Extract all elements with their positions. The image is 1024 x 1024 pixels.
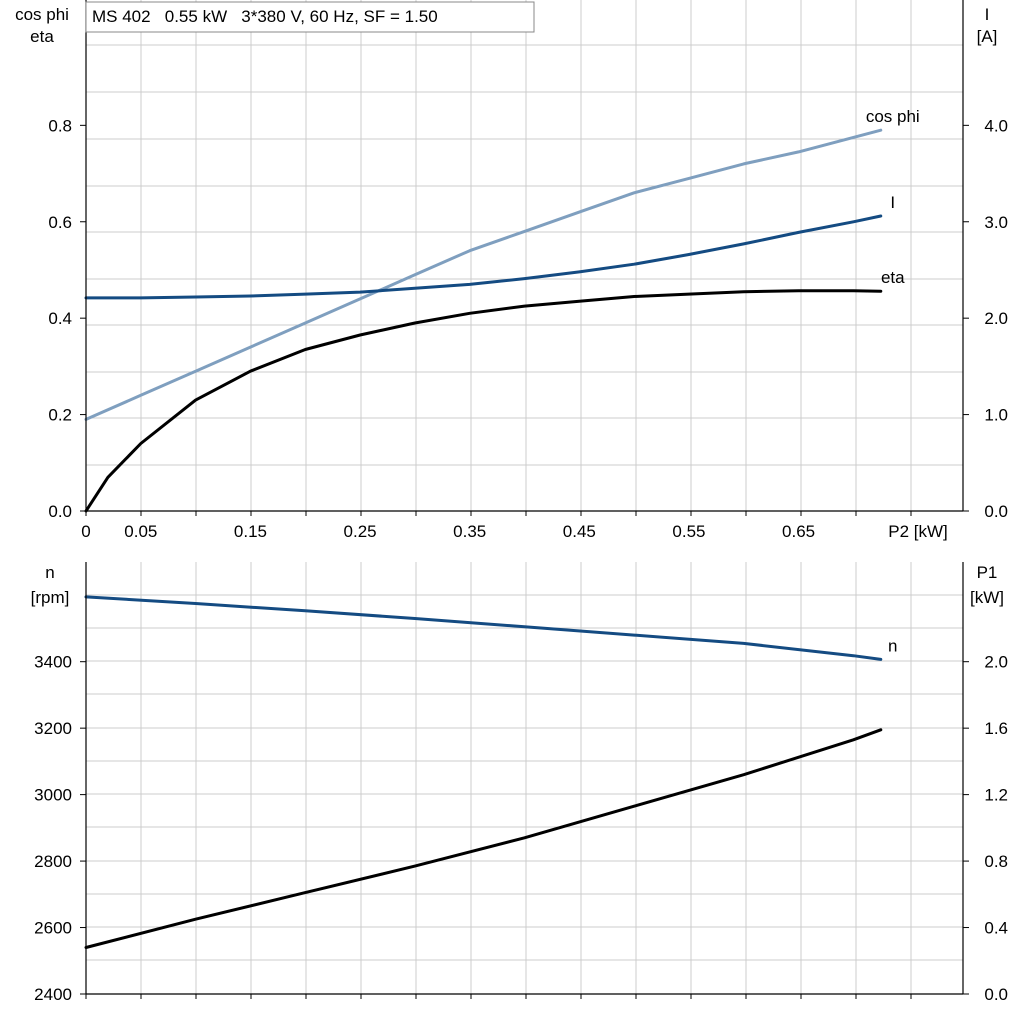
- left-tick-label: 2600: [34, 919, 72, 938]
- x-tick-label: 0.55: [672, 522, 705, 541]
- series-label: n: [888, 636, 897, 655]
- right-axis-title: I: [985, 5, 990, 24]
- series-label: I: [890, 193, 895, 212]
- x-tick-label: 0.25: [344, 522, 377, 541]
- left-axis-title: eta: [30, 27, 54, 46]
- x-axis-title: P2 [kW]: [888, 522, 948, 541]
- right-tick-label: 4.0: [984, 116, 1008, 135]
- right-axis-title: [kW]: [970, 588, 1004, 607]
- cos-phi-curve: [84, 128, 883, 421]
- eta-curve: [84, 289, 883, 513]
- x-tick-label: 0.45: [563, 522, 596, 541]
- left-tick-label: 3000: [34, 786, 72, 805]
- left-axis-title: [rpm]: [31, 588, 70, 607]
- left-tick-label: 3200: [34, 719, 72, 738]
- right-tick-label: 1.6: [984, 719, 1008, 738]
- title-text: MS 402 0.55 kW 3*380 V, 60 Hz, SF = 1.50: [92, 7, 438, 26]
- left-tick-label: 3400: [34, 653, 72, 672]
- i-curve: [84, 214, 883, 300]
- right-axis-title: [A]: [977, 27, 998, 46]
- x-tick-label: 0.05: [124, 522, 157, 541]
- series-label: eta: [881, 268, 905, 287]
- p1-curve: [84, 728, 883, 949]
- left-tick-label: 0.8: [48, 116, 72, 135]
- right-tick-label: 1.0: [984, 406, 1008, 425]
- right-tick-label: 0.8: [984, 852, 1008, 871]
- left-tick-label: 2800: [34, 852, 72, 871]
- right-axis-title: P1: [977, 563, 998, 582]
- x-tick-label: 0: [81, 522, 90, 541]
- title-box: MS 402 0.55 kW 3*380 V, 60 Hz, SF = 1.50: [85, 1, 535, 33]
- right-tick-label: 1.2: [984, 786, 1008, 805]
- left-tick-label: 0.0: [48, 502, 72, 521]
- left-axis-title: cos phi: [15, 5, 69, 24]
- left-tick-label: 2400: [34, 985, 72, 1004]
- right-tick-label: 0.0: [984, 985, 1008, 1004]
- left-tick-label: 0.6: [48, 213, 72, 232]
- left-tick-label: 0.4: [48, 309, 72, 328]
- series-label: cos phi: [866, 107, 920, 126]
- left-axis-title: n: [45, 563, 54, 582]
- n-curve: [84, 595, 883, 661]
- x-tick-label: 0.65: [782, 522, 815, 541]
- right-tick-label: 0.0: [984, 502, 1008, 521]
- right-tick-label: 2.0: [984, 653, 1008, 672]
- x-tick-label: 0.15: [234, 522, 267, 541]
- right-tick-label: 2.0: [984, 309, 1008, 328]
- left-tick-label: 0.2: [48, 406, 72, 425]
- right-tick-label: 3.0: [984, 213, 1008, 232]
- right-tick-label: 0.4: [984, 919, 1008, 938]
- x-tick-label: 0.35: [453, 522, 486, 541]
